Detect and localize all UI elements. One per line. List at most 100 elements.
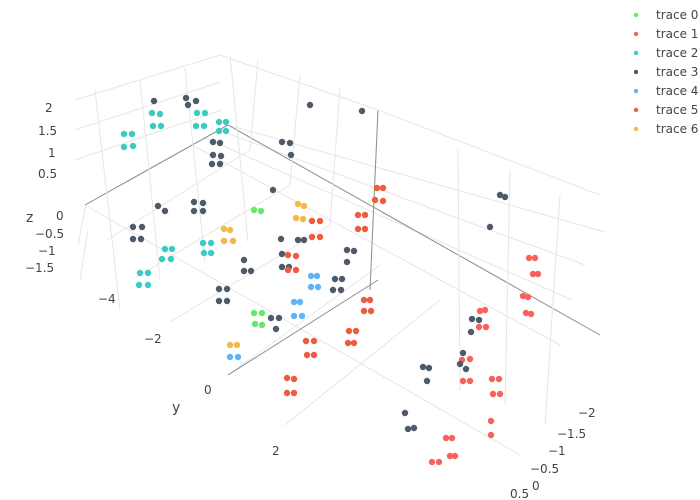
data-point xyxy=(240,267,248,275)
legend-item[interactable]: trace 3 xyxy=(633,65,699,79)
x-tick: 0.5 xyxy=(510,487,529,500)
data-point xyxy=(338,275,346,283)
data-point xyxy=(419,363,427,371)
data-point xyxy=(354,225,362,233)
data-point xyxy=(220,237,228,245)
data-point xyxy=(302,337,310,345)
data-point xyxy=(361,225,369,233)
legend-label: trace 0 xyxy=(656,8,698,22)
data-point xyxy=(222,127,230,135)
legend-marker xyxy=(633,107,639,113)
data-point xyxy=(226,341,234,349)
x-axis: −2 −1.5 −1 −0.5 0 0.5 xyxy=(510,406,596,500)
data-point xyxy=(192,122,200,130)
data-point xyxy=(496,390,504,398)
data-point xyxy=(292,266,300,274)
data-point xyxy=(467,328,475,336)
data-point xyxy=(496,191,504,199)
legend-label: trace 2 xyxy=(656,46,698,60)
data-point xyxy=(456,360,464,368)
data-point xyxy=(150,97,158,105)
data-point xyxy=(331,275,339,283)
data-point xyxy=(257,207,265,215)
data-point xyxy=(361,211,369,219)
data-point xyxy=(379,184,387,192)
y-axis: −4 −2 0 2 y xyxy=(98,292,280,458)
data-point xyxy=(486,223,494,231)
data-point xyxy=(278,263,286,271)
data-point xyxy=(459,349,467,357)
data-point xyxy=(216,139,224,147)
data-point xyxy=(138,223,146,231)
data-point xyxy=(137,235,145,243)
data-point xyxy=(128,130,136,138)
data-point xyxy=(466,355,474,363)
legend-item[interactable]: trace 5 xyxy=(633,103,699,117)
data-point xyxy=(360,296,368,304)
data-point xyxy=(524,293,532,301)
data-point xyxy=(300,202,308,210)
data-point xyxy=(344,339,352,347)
legend-marker xyxy=(633,12,639,18)
data-point xyxy=(290,375,298,383)
data-point xyxy=(129,223,137,231)
x-tick: −1 xyxy=(548,444,566,458)
data-point xyxy=(476,307,484,315)
legend-item[interactable]: trace 4 xyxy=(633,84,699,98)
data-point xyxy=(278,138,286,146)
data-point xyxy=(307,283,315,291)
data-point xyxy=(448,434,456,442)
data-point xyxy=(468,315,476,323)
y-tick: 0 xyxy=(204,383,212,397)
data-point xyxy=(487,431,495,439)
legend-item[interactable]: trace 2 xyxy=(633,46,699,60)
data-point xyxy=(149,122,157,130)
data-point xyxy=(352,327,360,335)
legend[interactable]: trace 0 trace 1 trace 2 trace 3 trace 4 trace… xyxy=(633,8,699,136)
x-tick: −1.5 xyxy=(557,427,586,441)
z-tick: 1 xyxy=(48,146,56,160)
data-point xyxy=(215,297,223,305)
data-point xyxy=(129,235,137,243)
series-1 xyxy=(428,254,542,466)
data-point xyxy=(275,314,283,322)
data-point xyxy=(475,323,483,331)
data-point xyxy=(292,252,300,260)
data-markers xyxy=(120,94,542,466)
data-point xyxy=(215,285,223,293)
legend-item[interactable]: trace 6 xyxy=(633,122,699,136)
data-point xyxy=(157,122,165,130)
data-point xyxy=(250,309,258,317)
z-tick: 0.5 xyxy=(38,167,57,181)
x-tick: −0.5 xyxy=(530,462,559,476)
legend-item[interactable]: trace 0 xyxy=(633,8,699,22)
data-point xyxy=(283,374,291,382)
legend-marker xyxy=(633,126,639,132)
data-point xyxy=(226,226,234,234)
legend-label: trace 5 xyxy=(656,103,698,117)
data-point xyxy=(410,424,418,432)
data-point xyxy=(144,269,152,277)
data-point xyxy=(423,377,431,385)
data-point xyxy=(343,246,351,254)
data-point xyxy=(308,233,316,241)
data-point xyxy=(296,298,304,306)
data-point xyxy=(371,196,379,204)
data-point xyxy=(287,151,295,159)
data-point xyxy=(307,272,315,280)
data-point xyxy=(329,286,337,294)
x-tick: 0 xyxy=(532,479,540,493)
data-point xyxy=(156,110,164,118)
data-point xyxy=(161,207,169,215)
legend-item[interactable]: trace 1 xyxy=(633,27,699,41)
data-point xyxy=(207,239,215,247)
data-point xyxy=(193,109,201,117)
data-point xyxy=(290,389,298,397)
z-tick: −0.5 xyxy=(35,227,64,241)
data-point xyxy=(481,306,489,314)
data-point xyxy=(158,255,166,263)
data-point xyxy=(222,118,230,126)
data-point xyxy=(451,452,459,460)
data-point xyxy=(200,249,208,257)
